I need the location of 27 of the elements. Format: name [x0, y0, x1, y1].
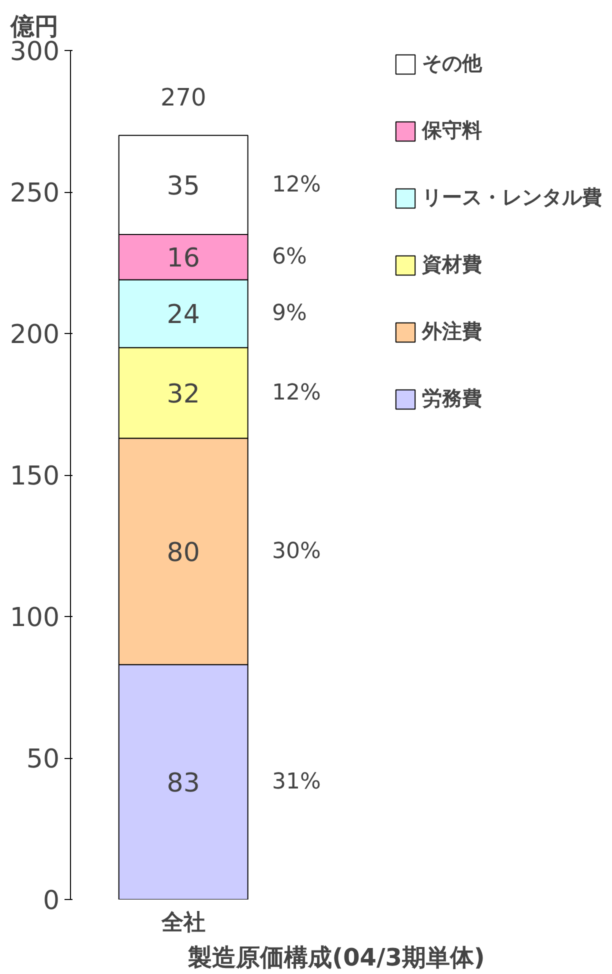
y-tick-label: 100: [10, 603, 60, 633]
data-label: 35: [166, 171, 200, 202]
data-label: 80: [166, 538, 200, 568]
y-tick-label: 250: [10, 178, 60, 208]
data-label: 83: [166, 768, 200, 799]
data-label: 16: [166, 244, 200, 274]
y-tick-label: 200: [10, 320, 60, 350]
y-tick-label: 50: [26, 744, 60, 774]
data-label: 24: [166, 300, 200, 330]
legend-label: リース・レンタル費: [422, 184, 602, 211]
text: 12%: [272, 172, 321, 198]
total-label: 270: [160, 83, 206, 112]
legend-label: その他: [422, 50, 482, 77]
y-tick-label: 0: [42, 886, 60, 916]
legend-label: 労務費: [422, 385, 482, 412]
text: 12%: [272, 380, 321, 406]
text: 31%: [272, 770, 321, 795]
text: 30%: [272, 538, 321, 564]
text: 6%: [272, 244, 307, 270]
legend-label: 外注費: [422, 318, 482, 345]
legend-label: 資材費: [422, 251, 482, 278]
legend-label: 保守料: [422, 117, 482, 144]
x-axis-title: 製造原価構成(04/3期単体): [187, 944, 485, 972]
text: 9%: [272, 301, 307, 326]
x-tick-label: 全社: [160, 910, 206, 936]
data-label: 32: [166, 379, 200, 410]
y-tick-label: 150: [10, 462, 60, 492]
